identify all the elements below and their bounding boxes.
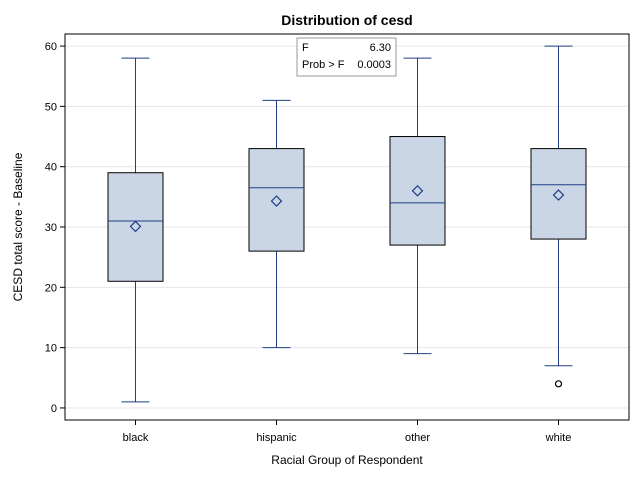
stats-value: 0.0003 — [357, 59, 391, 71]
y-tick-label: 20 — [45, 282, 57, 294]
iqr-box — [107, 172, 164, 282]
x-tick-label: other — [405, 432, 430, 444]
iqr-box — [389, 136, 446, 246]
box-white — [530, 45, 587, 388]
x-axis: black hispanic other white — [123, 420, 572, 444]
y-tick-label: 0 — [51, 403, 57, 415]
iqr-box — [248, 148, 305, 252]
box-other — [389, 57, 446, 355]
y-tick-label: 60 — [45, 41, 57, 53]
x-tick-label: black — [123, 432, 149, 444]
plot-area — [107, 45, 587, 403]
mean-marker — [270, 195, 283, 207]
y-tick-label: 50 — [45, 101, 57, 113]
mean-marker — [411, 184, 424, 197]
x-axis-label: Racial Group of Respondent — [271, 453, 423, 467]
iqr-box — [530, 148, 587, 240]
chart-title: Distribution of cesd — [281, 12, 412, 28]
x-tick-label: white — [545, 432, 572, 444]
box-black — [107, 57, 164, 403]
stats-box-frame — [296, 37, 397, 77]
mean-marker — [129, 220, 142, 233]
stats-value: 6.30 — [370, 42, 391, 54]
y-tick-label: 40 — [45, 162, 57, 174]
stats-label: F — [302, 42, 309, 54]
x-tick-label: hispanic — [256, 432, 297, 444]
stats-label: Prob > F — [302, 59, 345, 71]
box-hispanic — [248, 99, 305, 349]
stats-box: F 6.30 Prob > F 0.0003 — [296, 37, 397, 77]
y-axis-label: CESD total score - Baseline — [11, 152, 25, 301]
y-axis: 0 10 20 30 40 50 60 — [45, 41, 65, 415]
outlier-point — [554, 380, 563, 388]
y-tick-label: 30 — [45, 222, 57, 234]
y-tick-label: 10 — [45, 343, 57, 355]
mean-marker — [552, 189, 565, 201]
